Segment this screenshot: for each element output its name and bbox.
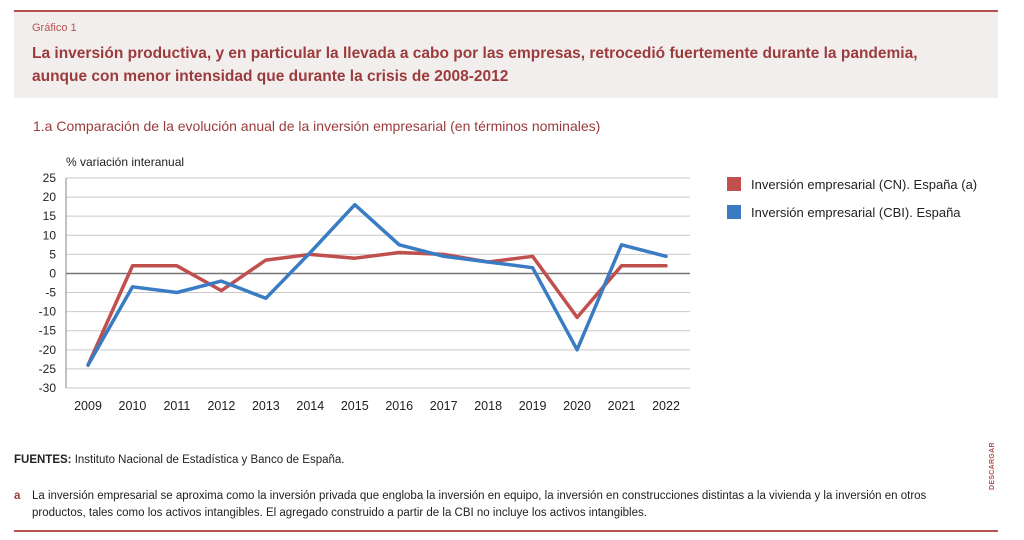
- y-tick-label: -15: [39, 324, 57, 338]
- x-tick-label: 2019: [519, 399, 547, 413]
- x-tick-label: 2017: [430, 399, 458, 413]
- x-tick-label: 2020: [563, 399, 591, 413]
- x-tick-label: 2018: [474, 399, 502, 413]
- series-line-cbi: [86, 202, 668, 367]
- x-tick-label: 2011: [163, 399, 190, 413]
- y-axis-label: % variación interanual: [66, 155, 184, 169]
- chart-subtitle: 1.a Comparación de la evolución anual de…: [33, 118, 601, 134]
- sources-label: FUENTES:: [14, 454, 72, 466]
- figure-label: Gráfico 1: [32, 22, 77, 34]
- download-link[interactable]: DESCARGAR: [989, 442, 996, 490]
- x-tick-label: 2021: [608, 399, 636, 413]
- x-tick-label: 2009: [74, 399, 102, 413]
- legend-label-cn: Inversión empresarial (CN). España (a): [751, 176, 978, 192]
- series-line-cn: [86, 250, 668, 367]
- y-tick-label: 10: [43, 228, 57, 242]
- y-tick-label: 25: [43, 171, 57, 185]
- sources-text: Instituto Nacional de Estadística y Banc…: [71, 454, 345, 466]
- y-tick-label: 5: [49, 247, 56, 261]
- y-tick-label: 0: [49, 266, 56, 280]
- legend-item-cbi: Inversión empresarial (CBI). España: [727, 202, 977, 222]
- bottom-divider: [14, 530, 998, 532]
- y-tick-label: -5: [45, 286, 56, 300]
- y-tick-label: -30: [39, 381, 57, 395]
- y-tick-label: -25: [39, 362, 57, 376]
- legend-swatch-cn: [727, 177, 741, 191]
- legend-swatch-cbi: [727, 205, 741, 219]
- legend-item-cn: Inversión empresarial (CN). España (a): [727, 174, 977, 194]
- x-tick-label: 2012: [207, 399, 235, 413]
- figure-header: Gráfico 1 La inversión productiva, y en …: [14, 10, 998, 98]
- figure-title: La inversión productiva, y en particular…: [32, 45, 918, 85]
- y-tick-label: -10: [39, 305, 57, 319]
- x-tick-label: 2022: [652, 399, 680, 413]
- y-tick-label: 15: [43, 209, 57, 223]
- footnote-text: La inversión empresarial se aproxima com…: [32, 490, 927, 519]
- sources-line: FUENTES: Instituto Nacional de Estadísti…: [14, 454, 344, 466]
- legend-label-cbi: Inversión empresarial (CBI). España: [751, 204, 961, 220]
- x-tick-label: 2014: [296, 399, 324, 413]
- x-tick-label: 2010: [119, 399, 147, 413]
- x-tick-label: 2016: [385, 399, 413, 413]
- y-tick-label: 20: [43, 190, 57, 204]
- chart-legend: Inversión empresarial (CN). España (a) I…: [727, 174, 977, 230]
- x-tick-label: 2013: [252, 399, 280, 413]
- y-tick-label: -20: [39, 343, 57, 357]
- x-tick-label: 2015: [341, 399, 369, 413]
- footnote-marker: a: [14, 490, 21, 502]
- footnote: a La inversión empresarial se aproxima c…: [14, 488, 964, 522]
